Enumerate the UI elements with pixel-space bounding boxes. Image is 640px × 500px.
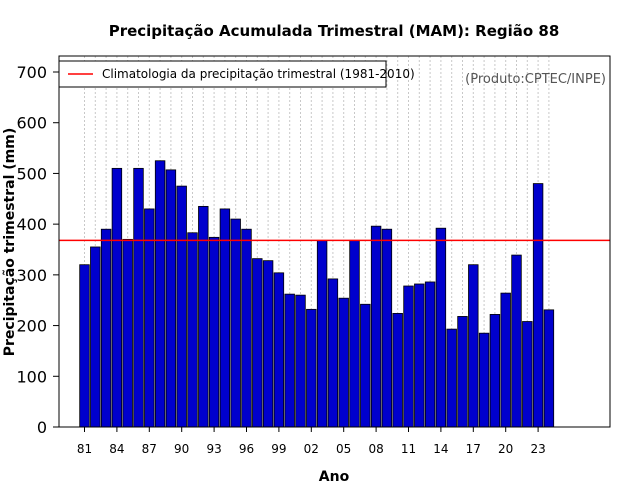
y-axis-label: Precipitação trimestral (mm): [2, 128, 18, 356]
bar-02: [306, 308, 317, 428]
x-axis: 81 84 87 90 93 96 99 02 05 08 11 14 17 20 23: [77, 427, 546, 456]
bar-23: [532, 183, 544, 428]
bar-99: [273, 272, 285, 428]
x-axis-label: Ano: [319, 469, 350, 485]
chart-title: Precipitação Acumulada Trimestral (MAM):…: [109, 22, 560, 40]
bar-10: [392, 312, 403, 428]
y-tick-label: 200: [16, 317, 47, 336]
bar-93: [208, 236, 220, 428]
y-tick-label: 700: [16, 63, 47, 82]
bar-15: [446, 328, 457, 428]
bars: [79, 160, 555, 428]
bar-97: [252, 258, 263, 428]
bar-05: [338, 297, 349, 428]
x-tick-label: 17: [466, 442, 481, 456]
x-tick-label: 02: [304, 442, 319, 456]
bar-95: [230, 218, 241, 428]
x-tick-label: 87: [142, 442, 157, 456]
x-tick-label: 11: [401, 442, 416, 456]
y-tick-label: 600: [16, 114, 47, 133]
x-tick-label: 84: [109, 442, 124, 456]
credit-text: (Produto:CPTEC/INPE): [465, 72, 606, 87]
x-tick-label: 81: [77, 442, 92, 456]
x-tick-label: 90: [174, 442, 189, 456]
bar-16: [457, 316, 468, 428]
bar-98: [262, 260, 274, 428]
x-tick-label: 93: [206, 442, 221, 456]
bar-84: [111, 167, 123, 428]
bar-06: [349, 239, 360, 428]
bar-00: [284, 293, 295, 428]
bar-24: [543, 309, 555, 428]
bar-83: [100, 228, 112, 428]
bar-92: [198, 205, 209, 428]
bar-09: [381, 228, 393, 428]
bar-81: [79, 264, 90, 428]
legend-label: Climatologia da precipitação trimestral …: [102, 67, 415, 81]
bar-22: [522, 321, 533, 428]
bar-85: [122, 238, 133, 428]
y-tick-label: 400: [16, 215, 47, 234]
bar-13: [424, 281, 436, 428]
bar-88: [154, 160, 166, 428]
x-tick-label: 05: [336, 442, 351, 456]
y-tick-label: 0: [37, 418, 47, 437]
bar-07: [360, 303, 371, 428]
x-tick-label: 96: [239, 442, 254, 456]
bar-11: [403, 285, 414, 428]
bar-17: [468, 264, 479, 428]
y-tick-label: 500: [16, 164, 47, 183]
bar-19: [489, 314, 501, 428]
bar-08: [370, 225, 382, 428]
bar-94: [219, 208, 231, 428]
legend-box: [58, 60, 387, 88]
bar-82: [90, 246, 101, 428]
x-tick-label: 99: [271, 442, 286, 456]
bar-18: [478, 332, 490, 428]
x-tick-label: 08: [368, 442, 383, 456]
bar-12: [414, 283, 425, 428]
y-tick-label: 300: [16, 266, 47, 285]
x-tick-label: 14: [433, 442, 448, 456]
plot-frame: [58, 55, 611, 428]
bar-89: [165, 169, 177, 428]
y-axis: 0 100 200 300 400 500 600 700: [16, 63, 59, 437]
bar-03: [316, 239, 328, 428]
bar-04: [327, 278, 339, 428]
bar-21: [511, 254, 522, 428]
bar-90: [176, 185, 187, 428]
bar-14: [435, 227, 447, 428]
x-tick-label: 23: [530, 442, 545, 456]
x-tick-label: 20: [498, 442, 513, 456]
y-tick-label: 100: [16, 367, 47, 386]
bar-91: [187, 232, 198, 428]
bar-87: [144, 208, 155, 428]
bar-20: [500, 292, 511, 428]
bar-96: [241, 228, 252, 428]
bar-86: [133, 167, 144, 428]
bar-01: [295, 294, 306, 428]
legend: Climatologia da precipitação trimestral …: [58, 60, 415, 88]
